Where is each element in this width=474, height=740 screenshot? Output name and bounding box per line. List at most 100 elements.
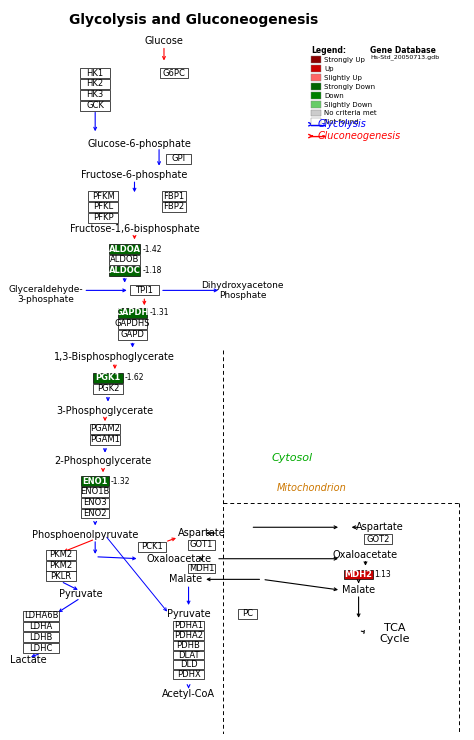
FancyBboxPatch shape (166, 154, 191, 164)
Text: -1.18: -1.18 (142, 266, 162, 275)
FancyBboxPatch shape (311, 83, 321, 90)
Text: PCK1: PCK1 (141, 542, 163, 551)
Text: —: — (310, 115, 326, 133)
FancyBboxPatch shape (109, 255, 140, 265)
Text: 1,3-Bisphosphoglycerate: 1,3-Bisphosphoglycerate (55, 352, 175, 362)
Text: 2-Phosphoglycerate: 2-Phosphoglycerate (55, 457, 152, 466)
Text: Slightly Up: Slightly Up (324, 75, 362, 81)
Text: ENO3: ENO3 (83, 498, 107, 507)
Text: Glucose-6-phosphate: Glucose-6-phosphate (88, 139, 191, 149)
FancyBboxPatch shape (118, 319, 147, 329)
Text: Aspartate: Aspartate (177, 528, 225, 538)
Text: Legend:: Legend: (311, 46, 346, 55)
Text: Acetyl-CoA: Acetyl-CoA (162, 690, 215, 699)
Text: Malate: Malate (342, 585, 375, 595)
Text: Oxaloacetate: Oxaloacetate (333, 550, 398, 559)
Text: 3-Phosphoglycerate: 3-Phosphoglycerate (56, 406, 154, 417)
Text: Glycolysis and Gluconeogenesis: Glycolysis and Gluconeogenesis (69, 13, 318, 27)
Text: PDHX: PDHX (177, 670, 201, 679)
FancyBboxPatch shape (173, 621, 204, 630)
FancyBboxPatch shape (344, 570, 374, 579)
FancyBboxPatch shape (138, 542, 166, 552)
Text: FBP1: FBP1 (163, 192, 184, 201)
FancyBboxPatch shape (109, 244, 140, 254)
FancyBboxPatch shape (162, 191, 186, 201)
FancyBboxPatch shape (311, 56, 321, 64)
Text: GAPDH: GAPDH (116, 309, 149, 317)
FancyBboxPatch shape (118, 308, 147, 318)
Text: PFKP: PFKP (93, 213, 113, 222)
Text: Cytosol: Cytosol (271, 454, 312, 463)
Text: Not found: Not found (324, 119, 359, 125)
Text: —: — (310, 127, 326, 145)
FancyBboxPatch shape (81, 90, 110, 100)
FancyBboxPatch shape (88, 202, 118, 212)
Text: PDHB: PDHB (177, 641, 201, 650)
Text: LDHC: LDHC (29, 644, 53, 653)
FancyBboxPatch shape (93, 384, 123, 394)
FancyBboxPatch shape (365, 534, 392, 544)
FancyBboxPatch shape (82, 487, 109, 497)
FancyBboxPatch shape (23, 622, 59, 631)
FancyBboxPatch shape (311, 65, 321, 73)
FancyBboxPatch shape (311, 101, 321, 107)
Text: Aspartate: Aspartate (356, 522, 404, 532)
Text: ALDOA: ALDOA (109, 245, 141, 254)
FancyBboxPatch shape (90, 424, 120, 434)
Text: LDHB: LDHB (29, 633, 53, 642)
FancyBboxPatch shape (311, 110, 321, 116)
Text: Pyruvate: Pyruvate (59, 589, 102, 599)
FancyBboxPatch shape (160, 68, 188, 78)
FancyBboxPatch shape (188, 540, 215, 550)
FancyBboxPatch shape (311, 74, 321, 81)
Text: Mitochondrion: Mitochondrion (276, 483, 346, 493)
Text: PC: PC (242, 609, 253, 618)
FancyBboxPatch shape (173, 670, 204, 679)
Text: DLD: DLD (180, 660, 197, 670)
FancyBboxPatch shape (81, 101, 110, 110)
FancyBboxPatch shape (90, 435, 120, 445)
Text: TCA
Cycle: TCA Cycle (380, 622, 410, 645)
Text: 1.13: 1.13 (374, 570, 391, 579)
FancyBboxPatch shape (162, 202, 186, 212)
FancyBboxPatch shape (81, 79, 110, 89)
Text: PGK1: PGK1 (95, 374, 120, 383)
Text: Gene Database: Gene Database (370, 46, 436, 55)
Text: ENO1B: ENO1B (81, 488, 110, 497)
Text: HK1: HK1 (87, 69, 104, 78)
FancyBboxPatch shape (188, 564, 215, 574)
Text: DLAT: DLAT (178, 650, 199, 659)
Text: Glucose: Glucose (145, 36, 183, 46)
FancyBboxPatch shape (82, 476, 109, 486)
FancyBboxPatch shape (237, 609, 257, 619)
Text: Malate: Malate (169, 574, 202, 585)
FancyBboxPatch shape (173, 641, 204, 650)
Text: GOT2: GOT2 (366, 534, 390, 544)
FancyBboxPatch shape (81, 68, 110, 78)
FancyBboxPatch shape (23, 633, 59, 642)
FancyBboxPatch shape (311, 118, 321, 125)
Text: MDH1: MDH1 (189, 564, 214, 573)
Text: Fructose-6-phosphate: Fructose-6-phosphate (82, 170, 188, 181)
Circle shape (365, 604, 424, 663)
FancyBboxPatch shape (82, 498, 109, 508)
FancyBboxPatch shape (82, 508, 109, 519)
Text: Gluconeogenesis: Gluconeogenesis (317, 131, 401, 141)
FancyBboxPatch shape (46, 571, 75, 582)
Text: Glyceraldehyde-
3-phosphate: Glyceraldehyde- 3-phosphate (9, 285, 83, 304)
Text: HK2: HK2 (87, 79, 104, 89)
Text: ENO1: ENO1 (82, 477, 108, 485)
Text: FBP2: FBP2 (163, 202, 184, 212)
FancyBboxPatch shape (109, 266, 140, 275)
Text: Down: Down (324, 92, 344, 98)
Text: Oxaloacetate: Oxaloacetate (146, 554, 211, 564)
Text: PFKM: PFKM (91, 192, 114, 201)
Text: -1.32: -1.32 (111, 477, 130, 485)
Text: Hs-Std_20050713.gdb: Hs-Std_20050713.gdb (370, 55, 439, 60)
Text: Strongly Down: Strongly Down (324, 84, 375, 90)
FancyBboxPatch shape (173, 660, 204, 669)
Text: PKM2: PKM2 (49, 551, 73, 559)
Text: PDHA2: PDHA2 (174, 631, 203, 640)
Text: -1.31: -1.31 (149, 309, 169, 317)
Text: G6PC: G6PC (163, 69, 185, 78)
